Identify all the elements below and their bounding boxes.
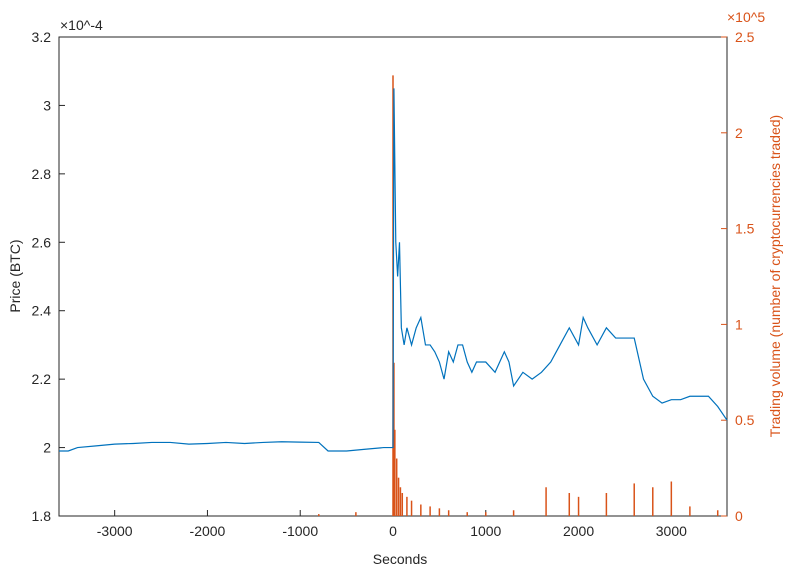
y-tick-label: 3 bbox=[43, 97, 51, 113]
y2-axis-label: Trading volume (number of cryptocurrenci… bbox=[767, 115, 783, 437]
x-tick-label: -3000 bbox=[97, 523, 133, 539]
x-tick-label: 0 bbox=[389, 523, 397, 539]
y2-tick-label: 2.5 bbox=[735, 29, 755, 45]
y2-exponent: ×10^5 bbox=[727, 9, 765, 25]
y-axis-label: Price (BTC) bbox=[7, 239, 23, 312]
y-tick-label: 2.6 bbox=[32, 234, 52, 250]
y2-tick-label: 2 bbox=[735, 125, 743, 141]
y-tick-label: 2.8 bbox=[32, 166, 52, 182]
y-exponent: ×10^-4 bbox=[60, 17, 103, 33]
x-tick-label: -1000 bbox=[282, 523, 318, 539]
y-tick-label: 3.2 bbox=[32, 29, 52, 45]
y2-tick-label: 0 bbox=[735, 508, 743, 524]
y2-tick-label: 0.5 bbox=[735, 412, 755, 428]
x-tick-label: 2000 bbox=[563, 523, 594, 539]
y-tick-label: 2.4 bbox=[32, 303, 52, 319]
x-tick-label: 3000 bbox=[656, 523, 687, 539]
y2-tick-label: 1.5 bbox=[735, 221, 755, 237]
y-tick-label: 1.8 bbox=[32, 508, 52, 524]
price-line bbox=[59, 88, 728, 452]
x-axis-label: Seconds bbox=[373, 551, 427, 567]
y-tick-label: 2 bbox=[43, 440, 51, 456]
x-tick-label: 1000 bbox=[470, 523, 501, 539]
y-tick-label: 2.2 bbox=[32, 371, 52, 387]
y2-tick-label: 1 bbox=[735, 316, 743, 332]
x-tick-label: -2000 bbox=[190, 523, 226, 539]
